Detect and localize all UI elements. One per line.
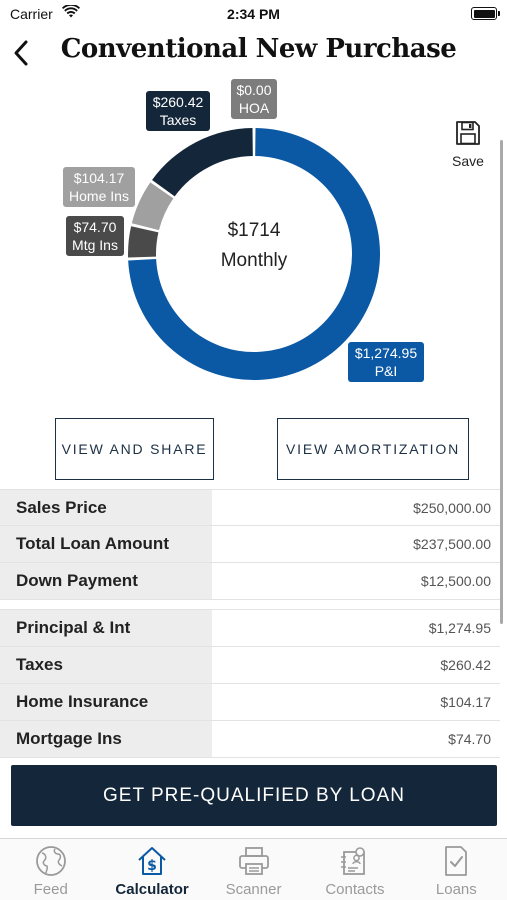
tab-feed[interactable]: Feed (0, 839, 101, 900)
tab-scanner[interactable]: Scanner (203, 839, 304, 900)
checklist-icon (445, 846, 468, 876)
row-value: $260.42 (440, 657, 491, 673)
donut-center: $1714 Monthly (128, 220, 380, 272)
tab-label: Feed (33, 881, 68, 898)
svg-text:$: $ (147, 858, 157, 874)
contact-card-icon (340, 847, 365, 875)
printer-icon (238, 847, 269, 875)
tab-bar: Feed $ Calculator Scanner (0, 838, 507, 900)
battery-icon (471, 7, 500, 20)
row-value: $250,000.00 (413, 499, 491, 516)
table-row: Taxes $260.42 (0, 647, 500, 684)
table-row: Home Insurance $104.17 (0, 684, 500, 721)
carrier-label: Carrier (10, 6, 53, 22)
payment-donut-chart (128, 128, 380, 380)
wifi-icon (62, 5, 80, 18)
table-row: Mortgage Ins $74.70 (0, 721, 500, 758)
row-value: $1,274.95 (428, 620, 491, 636)
tab-label: Contacts (325, 881, 385, 898)
home-ins-chart-label: $104.17 Home Ins (63, 167, 135, 207)
globe-icon (35, 846, 66, 876)
tab-label: Scanner (225, 881, 282, 898)
table-row: Total Loan Amount $237,500.00 (0, 526, 500, 563)
loan-summary-table: Sales Price $250,000.00 Total Loan Amoun… (0, 489, 500, 758)
row-value: $74.70 (448, 731, 491, 747)
row-label: Down Payment (0, 563, 212, 599)
section-divider (0, 600, 500, 610)
row-label: Principal & Int (0, 610, 212, 646)
row-value: $104.17 (440, 694, 491, 710)
page-title: Conventional New Purchase (60, 34, 457, 64)
taxes-chart-name: Taxes (159, 112, 197, 128)
row-value: $12,500.00 (420, 573, 491, 589)
mtg-ins-chart-label: $74.70 Mtg Ins (66, 216, 124, 256)
save-button[interactable]: Save (448, 120, 488, 169)
row-label: Total Loan Amount (0, 526, 212, 562)
scrollbar[interactable] (500, 140, 503, 624)
table-row: Sales Price $250,000.00 (0, 489, 500, 526)
monthly-total: $1714 (227, 220, 281, 241)
row-value: $237,500.00 (413, 536, 491, 552)
status-time: 2:34 PM (227, 6, 280, 22)
monthly-label: Monthly (220, 250, 288, 271)
pi-chart-amount: $1,274.95 (354, 345, 418, 361)
tab-label: Loans (435, 881, 477, 898)
view-amortization-button[interactable]: VIEW AMORTIZATION (277, 418, 469, 480)
donut-segment-taxes (152, 128, 253, 197)
taxes-chart-label: $260.42 Taxes (146, 91, 210, 131)
mtg-ins-chart-name: Mtg Ins (72, 237, 118, 253)
house-dollar-icon: $ (138, 847, 166, 875)
row-label: Sales Price (0, 490, 212, 525)
pi-chart-name: P&I (374, 363, 398, 379)
home-ins-chart-amount: $104.17 (73, 170, 125, 186)
mtg-ins-chart-amount: $74.70 (73, 219, 117, 235)
donut-segment-mtg-ins (128, 226, 159, 258)
tab-calculator[interactable]: $ Calculator (101, 839, 202, 900)
floppy-disk-icon (456, 121, 480, 145)
row-label: Home Insurance (0, 684, 212, 720)
row-label: Mortgage Ins (0, 721, 212, 757)
tab-loans[interactable]: Loans (406, 839, 507, 900)
tab-contacts[interactable]: Contacts (304, 839, 405, 900)
home-ins-chart-name: Home Ins (69, 188, 129, 204)
view-and-share-button[interactable]: VIEW AND SHARE (55, 418, 214, 480)
taxes-chart-amount: $260.42 (152, 94, 204, 110)
save-label: Save (452, 153, 484, 169)
pi-chart-label: $1,274.95 P&I (348, 342, 424, 382)
tab-label: Calculator (115, 881, 189, 898)
status-bar: Carrier 2:34 PM (0, 0, 507, 28)
hoa-chart-amount: $0.00 (236, 82, 272, 98)
hoa-chart-name: HOA (238, 100, 270, 116)
table-row: Down Payment $12,500.00 (0, 563, 500, 600)
chevron-left-icon (14, 40, 28, 66)
back-button[interactable] (10, 36, 36, 70)
table-row: Principal & Int $1,274.95 (0, 610, 500, 647)
hoa-chart-label: $0.00 HOA (231, 79, 277, 119)
get-pre-qualified-button[interactable]: GET PRE-QUALIFIED BY LOAN (11, 765, 497, 826)
row-label: Taxes (0, 647, 212, 683)
donut-segment-home-ins (131, 182, 174, 231)
